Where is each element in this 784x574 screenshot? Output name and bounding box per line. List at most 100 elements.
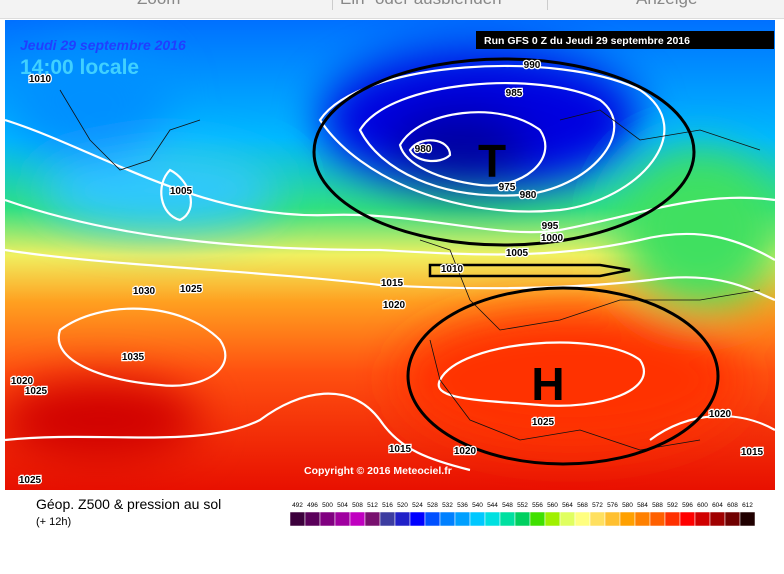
scale-label: 496 [307, 502, 318, 509]
scale-swatch [574, 511, 591, 527]
scale-label: 520 [397, 502, 408, 509]
scale-label: 556 [532, 502, 543, 509]
isobar-label: 980 [520, 190, 537, 201]
isobar-label: 1025 [25, 386, 48, 397]
scale-label: 584 [637, 502, 648, 509]
scale-swatch [319, 511, 336, 527]
scale-label: 500 [322, 502, 333, 509]
copyright: Copyright © 2016 Meteociel.fr [304, 465, 452, 477]
scale-swatch [649, 511, 666, 527]
scale-label: 532 [442, 502, 453, 509]
isobar-label: 1020 [383, 300, 406, 311]
arrow [428, 263, 631, 278]
scale-label: 572 [592, 502, 603, 509]
run: Run GFS 0 Z du Jeudi 29 septembre 2016 [484, 35, 690, 47]
scale-swatch [499, 511, 516, 527]
scale-swatch [679, 511, 696, 527]
high-label: H [531, 358, 564, 410]
separator [332, 0, 333, 10]
isobar-label: 1025 [180, 284, 203, 295]
scale-label: 548 [502, 502, 513, 509]
isobar-label: 980 [415, 144, 432, 155]
time: 14:00 locale [20, 56, 139, 79]
scale-label: 608 [727, 502, 738, 509]
isobar-label: 1015 [381, 278, 404, 289]
field [5, 20, 775, 490]
scale-swatch [289, 511, 306, 527]
isobar-label: 1025 [532, 417, 555, 428]
scale-label: 552 [517, 502, 528, 509]
scale-label: 592 [667, 502, 678, 509]
scale-swatch [604, 511, 621, 527]
scale-label: 540 [472, 502, 483, 509]
scale-label: 604 [712, 502, 723, 509]
scale-label: 508 [352, 502, 363, 509]
scale-swatch [409, 511, 426, 527]
high-outline [406, 286, 720, 466]
scale-swatch [619, 511, 636, 527]
scale-swatch [634, 511, 651, 527]
isobar-label: 985 [506, 88, 523, 99]
isobar-label: 995 [542, 221, 559, 232]
scale-swatch [484, 511, 501, 527]
scale-swatch [379, 511, 396, 527]
scale-swatch [559, 511, 576, 527]
isobar-label: 1025 [19, 475, 42, 486]
isobar-label: 1005 [506, 248, 529, 259]
scale-label: 564 [562, 502, 573, 509]
isobar-label: 1020 [11, 376, 34, 387]
scale-swatch [334, 511, 351, 527]
isobar-label: 1010 [29, 74, 52, 85]
scale-swatch [694, 511, 711, 527]
scale-label: 524 [412, 502, 423, 509]
separator [547, 0, 548, 10]
scale-swatch [469, 511, 486, 527]
isobar-label: 1010 [441, 264, 464, 275]
scale-swatch [349, 511, 366, 527]
toolbar-item[interactable]: Ein- oder ausblenden [340, 0, 502, 9]
scale-swatch [304, 511, 321, 527]
toolbar: Zoom Ein- oder ausblenden Anzeige [0, 0, 784, 19]
isobar-label: 1020 [454, 446, 477, 457]
scale-label: 568 [577, 502, 588, 509]
scale-label: 512 [367, 502, 378, 509]
isobars [5, 64, 775, 472]
low-label: T [478, 135, 506, 187]
scale-label: 596 [682, 502, 693, 509]
scale-label: 536 [457, 502, 468, 509]
scale-swatch [364, 511, 381, 527]
scale-label: 528 [427, 502, 438, 509]
isobar-label: 975 [499, 182, 516, 193]
coastlines [59, 89, 761, 451]
scale-label: 492 [292, 502, 303, 509]
date: Jeudi 29 septembre 2016 [20, 37, 186, 53]
isobar-label: 1020 [709, 409, 732, 420]
isobar-label: 1000 [541, 233, 564, 244]
scale-label: 504 [337, 502, 348, 509]
isobar-label: 1015 [741, 447, 764, 458]
low-outline [312, 57, 696, 247]
scale-swatch [664, 511, 681, 527]
isobar-label: 1005 [170, 186, 193, 197]
scale-swatch [724, 511, 741, 527]
toolbar-item[interactable]: Anzeige [636, 0, 697, 9]
scale-label: 600 [697, 502, 708, 509]
scale-swatch [424, 511, 441, 527]
run-box [476, 31, 774, 49]
toolbar-item[interactable]: Zoom [137, 0, 180, 9]
scale-swatch [709, 511, 726, 527]
scale-label: 588 [652, 502, 663, 509]
scale-swatch [544, 511, 561, 527]
scale-label: 576 [607, 502, 618, 509]
scale-swatch [454, 511, 471, 527]
scale-label: 544 [487, 502, 498, 509]
scale-label: 580 [622, 502, 633, 509]
scale-label: 516 [382, 502, 393, 509]
legend-title: Géop. Z500 & pression au sol [36, 496, 221, 512]
isobar-label: 1030 [133, 286, 156, 297]
scale-swatch [739, 511, 756, 527]
scale-swatch [439, 511, 456, 527]
scale-swatch [514, 511, 531, 527]
scale-swatch [394, 511, 411, 527]
